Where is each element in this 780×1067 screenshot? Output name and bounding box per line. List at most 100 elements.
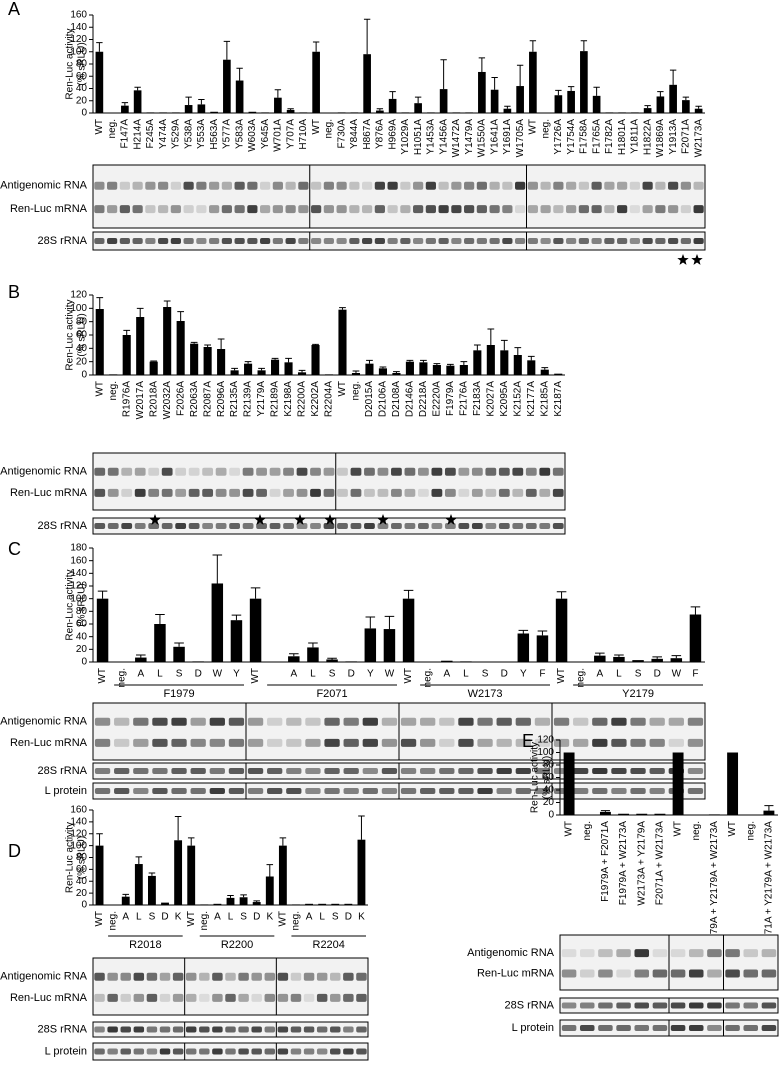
y-tick-label: 160: [70, 805, 87, 816]
x-tick-label: F730A: [336, 119, 347, 149]
blot-band: [680, 238, 691, 244]
bar: [594, 655, 606, 662]
error-bar: [516, 64, 524, 87]
blot-band: [539, 523, 551, 529]
blot-band: [688, 1025, 704, 1031]
blot-band: [247, 788, 264, 794]
x-tick-label: WT: [556, 668, 567, 684]
blot-band: [310, 467, 321, 476]
bar: [605, 112, 614, 113]
y-tick-label: 0: [81, 900, 87, 911]
bar: [297, 372, 307, 375]
bar: [513, 355, 522, 375]
blot-band: [209, 238, 220, 244]
blot-band: [286, 768, 302, 774]
bar: [414, 103, 422, 113]
bar: [244, 363, 253, 375]
error-bar: [669, 69, 677, 85]
bar: [388, 98, 397, 113]
blot-band: [502, 205, 513, 214]
blot-band: [387, 205, 398, 214]
y-tick-label: 60: [76, 71, 88, 82]
error-bar: [253, 900, 260, 903]
x-tick-label: D: [345, 912, 352, 923]
blot-band: [458, 488, 470, 497]
blot-band: [277, 1048, 289, 1055]
x-tick-label: F1979A + Y2179A + W2173A: [709, 821, 720, 952]
error-bar: [148, 872, 156, 876]
blot-band: [290, 993, 302, 1002]
blot-band: [171, 738, 187, 747]
blot-band: [561, 1025, 577, 1031]
blot-band: [515, 738, 531, 747]
error-bar: [414, 96, 422, 104]
x-tick-label: H710A: [298, 119, 309, 150]
blot-band: [438, 238, 449, 244]
x-tick-label: D: [253, 912, 260, 923]
bar: [613, 656, 625, 662]
blot-band: [655, 181, 666, 190]
blot-band: [134, 488, 146, 497]
blot-band: [477, 717, 493, 726]
blot-band: [183, 205, 194, 214]
blot-band: [146, 972, 158, 981]
blot-band: [642, 238, 653, 244]
blot-band: [209, 788, 225, 794]
blot-band: [296, 523, 308, 529]
error-bar: [657, 91, 664, 97]
blot-band: [464, 205, 475, 214]
blot-band: [238, 993, 249, 1002]
bar: [292, 904, 300, 905]
blot-band: [431, 523, 443, 529]
blot-band: [133, 788, 149, 794]
error-bar: [236, 67, 243, 81]
bar: [307, 647, 319, 662]
blot-band: [324, 768, 340, 774]
blot-band: [688, 1002, 704, 1009]
x-tick-label: K2187A: [553, 381, 564, 417]
bar: [670, 658, 683, 662]
bar: [763, 810, 775, 815]
blot-band: [670, 969, 686, 978]
blot-band: [120, 1048, 131, 1055]
y-tick-label: 100: [537, 747, 554, 758]
bar: [631, 112, 639, 113]
blot-band: [592, 768, 608, 774]
bar: [96, 598, 109, 662]
bar: [324, 374, 334, 375]
group-label: R2204: [313, 939, 345, 951]
y-tick-label: 120: [70, 828, 87, 839]
error-bar: [258, 367, 265, 371]
blot-band: [272, 181, 283, 190]
bar: [554, 95, 563, 113]
blot-band: [199, 972, 210, 981]
blot-band: [579, 1002, 595, 1009]
blot-band: [209, 181, 220, 190]
blot-band: [496, 788, 512, 794]
bar: [689, 614, 702, 662]
blot-band: [272, 205, 283, 214]
y-tick-label: 40: [76, 343, 88, 354]
x-tick-label: S: [149, 912, 156, 923]
blot-band: [761, 969, 777, 978]
bar: [656, 96, 665, 113]
blot-band: [296, 467, 308, 476]
bar: [136, 317, 145, 375]
blot-band: [598, 1002, 613, 1009]
error-bar: [135, 856, 143, 865]
x-tick-label: neg.: [107, 911, 118, 930]
blot-band: [642, 205, 653, 214]
blot-band: [247, 238, 258, 244]
bar: [643, 108, 652, 113]
bar: [592, 95, 601, 113]
blot-band: [238, 1026, 249, 1033]
blot-band: [311, 181, 322, 190]
x-tick-label: F2071A + W2173A: [655, 821, 666, 906]
blot-band: [94, 1048, 105, 1055]
star: [677, 254, 689, 265]
blot-band: [337, 523, 348, 529]
error-bar: [695, 105, 702, 109]
bar: [363, 54, 371, 113]
blot-band: [277, 1026, 289, 1033]
blot-band: [343, 993, 354, 1002]
